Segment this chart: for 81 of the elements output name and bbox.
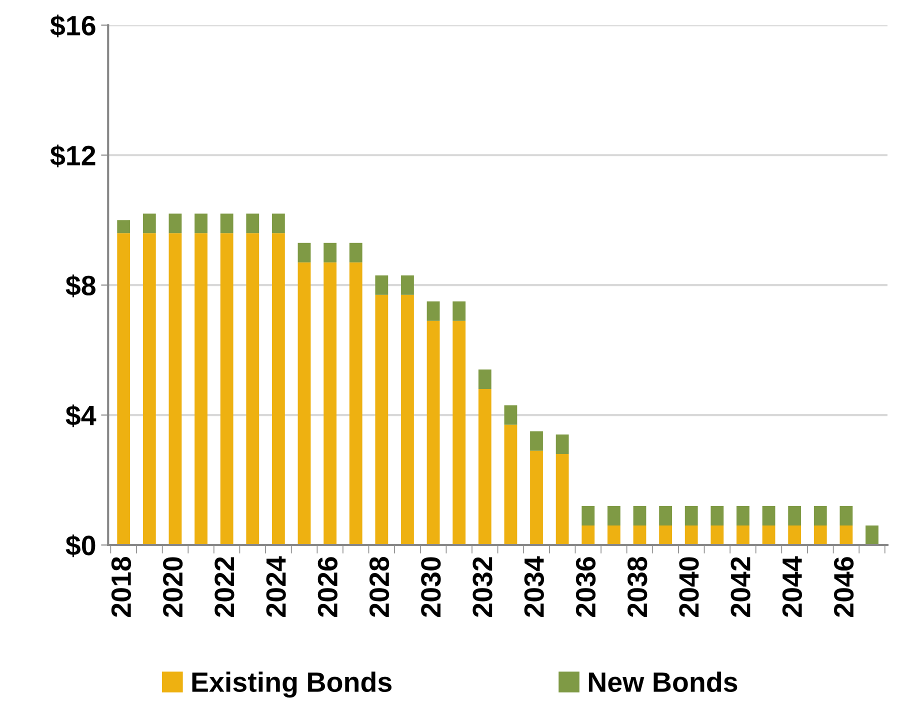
bar <box>168 233 182 545</box>
bar <box>866 526 878 545</box>
bar <box>504 405 518 425</box>
bar <box>736 506 750 526</box>
bar <box>426 320 440 545</box>
bar <box>220 214 234 234</box>
bar <box>556 434 569 454</box>
bar <box>736 526 750 545</box>
legend-label: New Bonds <box>588 672 738 692</box>
legend-label: Existing Bonds <box>192 672 392 698</box>
bar <box>659 526 672 545</box>
bar <box>246 233 260 545</box>
y-tick-label: $8 <box>66 274 96 298</box>
x-tick-label: 2038 <box>628 556 648 617</box>
bar <box>478 389 492 545</box>
bar <box>710 526 724 545</box>
bar <box>298 262 311 545</box>
bar <box>401 294 414 545</box>
bar <box>142 214 156 234</box>
x-tick-label: 2026 <box>318 557 338 617</box>
bar <box>556 454 569 545</box>
bar <box>349 242 362 262</box>
bar <box>710 506 724 526</box>
bar <box>426 301 440 321</box>
x-tick-label: 2028 <box>369 556 390 617</box>
bar <box>633 506 646 526</box>
bar <box>324 262 337 545</box>
x-tick-label: 2032 <box>472 557 492 617</box>
bar <box>452 320 466 545</box>
bar <box>298 242 311 262</box>
bar <box>194 214 208 234</box>
bar <box>349 262 362 545</box>
bar <box>324 242 337 262</box>
bar <box>142 233 156 545</box>
bar <box>788 506 802 526</box>
x-tick-label: 2034 <box>524 556 544 617</box>
x-tick-label: 2020 <box>163 557 183 617</box>
y-tick-label: $4 <box>66 404 96 428</box>
x-tick-label: 2030 <box>421 557 441 617</box>
y-tick-label: $0 <box>66 534 96 558</box>
bar <box>504 424 518 545</box>
bar <box>840 506 853 526</box>
bar <box>272 233 285 545</box>
bar <box>117 233 130 545</box>
bar <box>117 220 130 234</box>
bar <box>246 214 260 234</box>
bar <box>582 526 595 545</box>
bar <box>607 526 620 545</box>
x-tick-label: 2018 <box>111 556 132 617</box>
bar <box>401 275 414 295</box>
x-tick-label: 2040 <box>679 557 699 617</box>
bar <box>530 450 543 545</box>
y-tick-label: $12 <box>50 144 96 168</box>
bar <box>220 233 234 545</box>
y-tick-label: $16 <box>50 14 96 38</box>
x-tick-label: 2044 <box>782 556 802 617</box>
x-tick-label: 2042 <box>730 557 750 617</box>
bar <box>375 294 388 545</box>
x-tick-label: 2022 <box>214 557 234 617</box>
bar <box>840 526 853 545</box>
bar <box>194 233 208 545</box>
bar <box>684 526 698 545</box>
x-tick-label: 2036 <box>576 557 596 617</box>
bar <box>762 506 776 526</box>
bar <box>607 506 620 526</box>
x-tick-label: 2046 <box>834 557 854 617</box>
bar <box>530 431 543 451</box>
bar <box>684 506 698 526</box>
x-tick-label: 2024 <box>266 556 286 617</box>
bar <box>452 301 466 321</box>
bar <box>814 506 827 526</box>
bar <box>168 214 182 234</box>
bar <box>478 370 492 390</box>
bar <box>375 275 388 295</box>
bar <box>633 526 646 545</box>
bar <box>659 506 672 526</box>
bar <box>272 214 285 234</box>
bar <box>582 506 595 526</box>
bar <box>788 526 802 545</box>
bar <box>762 526 776 545</box>
bar <box>814 526 827 545</box>
